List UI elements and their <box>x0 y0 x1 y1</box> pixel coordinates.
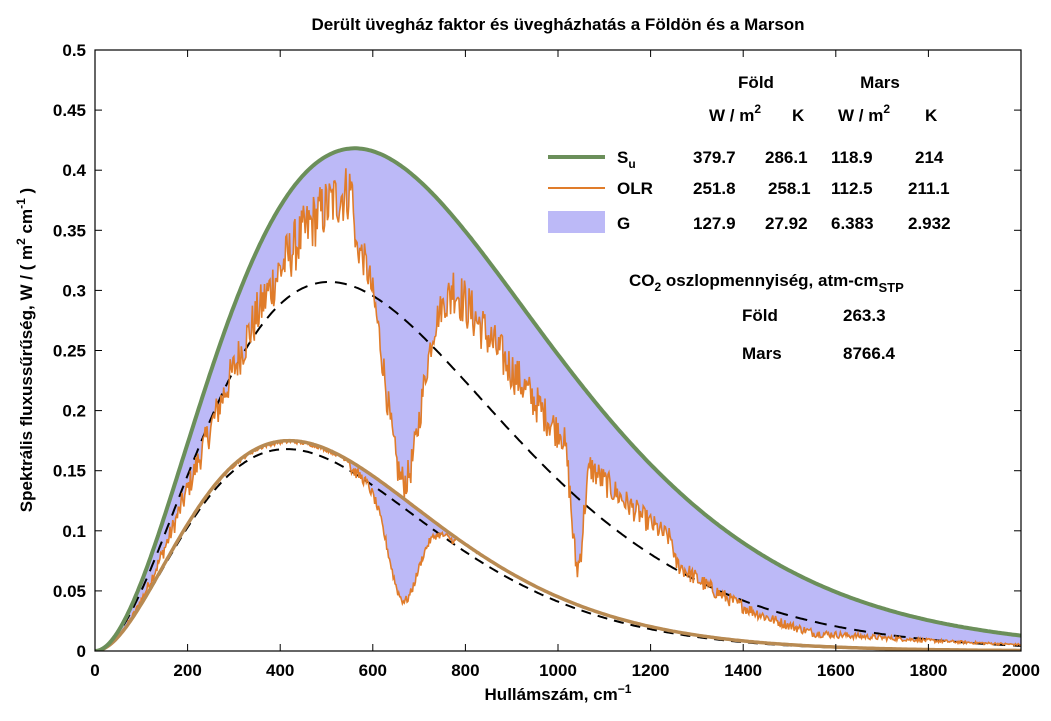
y-tick-label: 0.1 <box>62 522 86 541</box>
g-mars-w: 6.383 <box>831 214 874 233</box>
su-mars-w: 118.9 <box>831 148 873 167</box>
unit-mars-k: K <box>925 106 938 125</box>
y-tick-label: 0.3 <box>62 281 86 300</box>
olr-mars-k: 211.1 <box>908 179 950 198</box>
y-tick-label: 0.25 <box>53 342 86 361</box>
y-tick-label: 0.4 <box>62 161 86 180</box>
y-tick-label: 0.2 <box>62 402 86 421</box>
legend-label-su: Su <box>617 148 636 171</box>
greenhouse-effect-fill <box>95 148 1021 651</box>
co2-mars-value: 8766.4 <box>843 344 896 363</box>
unit-earth-k: K <box>792 106 805 125</box>
co2-title: CO2 oszlopmennyiség, atm-cmSTP <box>629 271 904 295</box>
earth-brightness-temp-planck-curve <box>95 281 1021 651</box>
unit-mars-w: W / m2 <box>838 102 890 125</box>
x-axis-label: Hullámszám, cm−1 <box>485 682 632 704</box>
earth-olr-line <box>95 168 1021 651</box>
x-tick-label: 400 <box>266 661 294 680</box>
olr-mars-w: 112.5 <box>831 179 873 198</box>
co2-earth-label: Föld <box>742 306 778 325</box>
x-tick-label: 1000 <box>539 661 577 680</box>
x-tick-label: 1800 <box>909 661 947 680</box>
header-mars: Mars <box>860 73 900 92</box>
x-tick-label: 800 <box>451 661 479 680</box>
chart-title: Derült üvegház faktor és üvegházhatás a … <box>311 15 804 34</box>
legend-table: Föld Mars W / m2 K W / m2 K Su 379.7 286… <box>548 73 951 233</box>
co2-column-block: CO2 oszlopmennyiség, atm-cmSTP Föld 263.… <box>629 271 904 363</box>
olr-earth-k: 258.1 <box>768 179 811 198</box>
y-tick-label: 0.5 <box>62 41 86 60</box>
unit-earth-w: W / m2 <box>709 102 761 125</box>
y-tick-label: 0.15 <box>53 462 86 481</box>
co2-mars-label: Mars <box>742 344 782 363</box>
x-tick-label: 1600 <box>817 661 855 680</box>
g-mars-k: 2.932 <box>908 214 951 233</box>
y-tick-label: 0.35 <box>53 221 86 240</box>
mars-surface-emission-line <box>95 438 1021 651</box>
su-earth-w: 379.7 <box>693 148 736 167</box>
y-axis-ticks: 0 0.05 0.1 0.15 0.2 0.25 0.3 0.35 0.4 0.45 0.5 <box>53 41 1021 661</box>
g-earth-k: 27.92 <box>765 214 808 233</box>
su-mars-k: 214 <box>915 148 944 167</box>
su-earth-k: 286.1 <box>765 148 808 167</box>
x-tick-label: 2000 <box>1002 661 1040 680</box>
x-tick-label: 0 <box>90 661 99 680</box>
y-tick-label: 0 <box>77 642 86 661</box>
y-tick-label: 0.45 <box>53 101 86 120</box>
olr-earth-w: 251.8 <box>693 179 736 198</box>
y-axis-label: Spektrális fluxussűrűség, W / ( m2 cm-1 … <box>14 188 36 512</box>
legend-swatch-g <box>548 211 605 233</box>
y-tick-label: 0.05 <box>53 582 86 601</box>
earth-surface-emission-line <box>95 146 1021 651</box>
legend-label-g: G <box>617 214 630 233</box>
header-earth: Föld <box>738 73 774 92</box>
legend-label-olr: OLR <box>617 179 653 198</box>
x-tick-label: 1200 <box>632 661 670 680</box>
x-tick-label: 1400 <box>724 661 762 680</box>
x-axis-ticks: 0 200 400 600 800 1000 1200 1400 1600 1800 2000 <box>90 50 1040 680</box>
x-tick-label: 600 <box>359 661 387 680</box>
g-earth-w: 127.9 <box>693 214 736 233</box>
mars-brightness-temp-planck-curve <box>95 448 1021 651</box>
co2-earth-value: 263.3 <box>843 306 886 325</box>
x-tick-label: 200 <box>173 661 201 680</box>
